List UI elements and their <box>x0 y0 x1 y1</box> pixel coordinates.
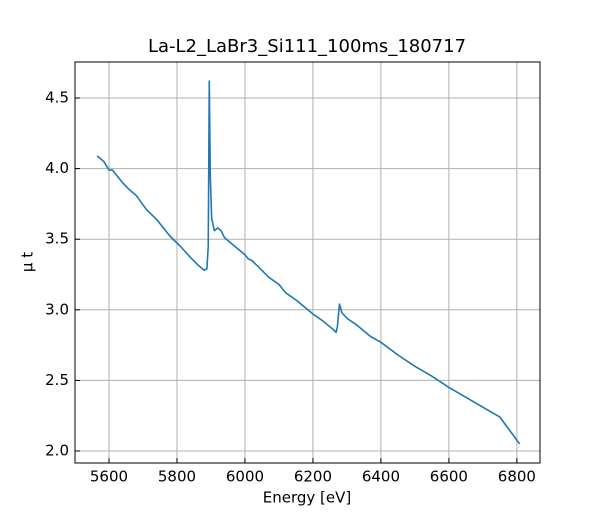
plot-frame <box>74 61 541 464</box>
x-tick-label: 6200 <box>294 468 332 486</box>
y-tick-label: 2.0 <box>45 441 69 459</box>
x-axis-label: Energy [eV] <box>263 489 351 507</box>
y-tick-label: 3.0 <box>45 300 69 318</box>
data-line <box>96 80 521 445</box>
x-tick-label: 6400 <box>362 468 400 486</box>
y-tick-label: 3.5 <box>45 230 69 248</box>
x-tick-label: 6800 <box>498 468 536 486</box>
y-tick-label: 4.0 <box>45 159 69 177</box>
x-tick-label: 5600 <box>90 468 128 486</box>
x-tick-label: 6000 <box>226 468 264 486</box>
y-tick-label: 2.5 <box>45 371 69 389</box>
x-tick-label: 6600 <box>430 468 468 486</box>
y-tick-label: 4.5 <box>45 89 69 107</box>
chart-title: La-L2_LaBr3_Si111_100ms_180717 <box>148 36 466 57</box>
y-axis-label: μ t <box>19 252 37 272</box>
x-tick-label: 5800 <box>158 468 196 486</box>
